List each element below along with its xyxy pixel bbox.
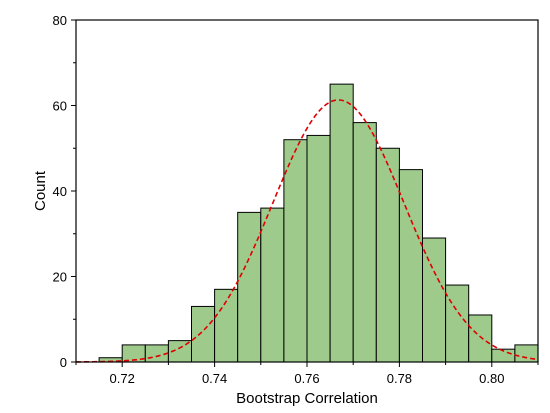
y-tick-label: 60 bbox=[53, 99, 67, 114]
x-tick-label: 0.72 bbox=[110, 371, 135, 386]
x-tick-label: 0.78 bbox=[387, 371, 412, 386]
x-tick-label: 0.74 bbox=[202, 371, 227, 386]
histogram-bar bbox=[445, 284, 470, 363]
histogram-bar bbox=[422, 237, 447, 363]
x-tick-label: 0.80 bbox=[479, 371, 504, 386]
bars-group bbox=[98, 83, 539, 363]
histogram-bar bbox=[375, 147, 400, 363]
histogram-bar bbox=[283, 139, 308, 363]
histogram-bar bbox=[329, 83, 354, 363]
x-axis-title: Bootstrap Correlation bbox=[236, 390, 378, 407]
normal-fit-curve bbox=[75, 99, 539, 363]
y-tick-label: 0 bbox=[60, 355, 67, 370]
histogram-bar bbox=[306, 134, 331, 363]
histogram-bar bbox=[237, 211, 262, 363]
y-tick-label: 20 bbox=[53, 270, 67, 285]
axis-ticks: 0.72 0.74 0.76 0.78 0.80 0 20 40 60 80 bbox=[53, 13, 539, 386]
histogram-bar bbox=[214, 288, 239, 363]
y-tick-label: 40 bbox=[53, 184, 67, 199]
histogram-bar bbox=[352, 122, 377, 363]
histogram-bar bbox=[191, 305, 216, 363]
x-tick-label: 0.76 bbox=[294, 371, 319, 386]
histogram-bar bbox=[468, 314, 493, 363]
y-axis-title: Count bbox=[32, 170, 49, 211]
y-tick-label: 80 bbox=[53, 13, 67, 28]
histogram-bar bbox=[260, 207, 285, 363]
